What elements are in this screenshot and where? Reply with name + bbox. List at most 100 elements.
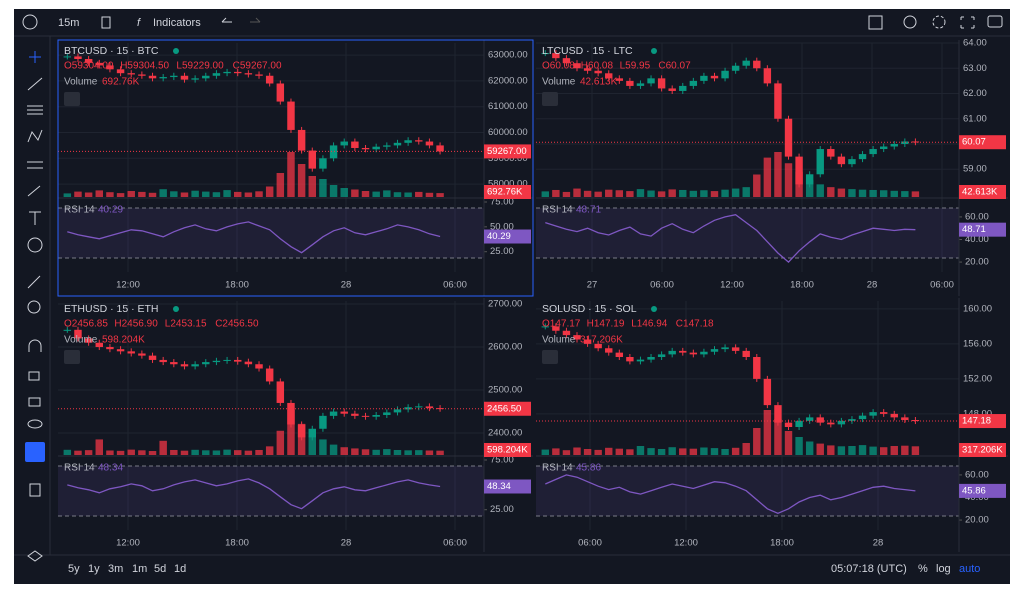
lock-draw-tool[interactable]	[28, 371, 40, 381]
candle	[63, 329, 72, 331]
volume-bar	[74, 450, 82, 455]
log-toggle[interactable]: log	[936, 563, 951, 575]
volume-label: Volume	[64, 335, 98, 346]
y-tick-label: 58000.00	[488, 179, 528, 190]
collapse-button[interactable]	[64, 92, 80, 106]
ohlc-value: H2456.90	[114, 319, 158, 330]
zoom-tool[interactable]	[27, 300, 41, 314]
symbol-title[interactable]: SOLUSD · 15 · SOL	[542, 303, 637, 315]
magnet-tool[interactable]	[28, 339, 42, 352]
volume-bar	[636, 446, 645, 455]
candle	[170, 75, 178, 78]
symbol-title[interactable]: LTCUSD · 15 · LTC	[542, 45, 633, 57]
rsi-axis-label: 45.86	[962, 485, 986, 496]
hide-tool[interactable]	[27, 419, 43, 429]
rsi-line	[67, 478, 441, 510]
ohlc-value: C60.07	[658, 61, 691, 72]
snapshot-button[interactable]	[987, 15, 1003, 28]
trendline-tool[interactable]	[27, 77, 43, 91]
rsi-tick-label: 60.00	[965, 211, 989, 222]
volume-bar	[351, 189, 359, 197]
last-price-label: 59267.00	[487, 146, 527, 157]
collapse-button[interactable]	[542, 350, 558, 364]
rsi-line	[67, 221, 441, 254]
ohlc-value: H147.19	[587, 319, 625, 330]
volume-bar	[700, 190, 708, 197]
object-tree-button[interactable]	[27, 550, 43, 562]
symbol-title[interactable]: ETHUSD · 15 · ETH	[64, 303, 159, 315]
candle	[710, 75, 719, 79]
symbol-title[interactable]: BTCUSD · 15 · BTC	[64, 45, 159, 57]
layout-button[interactable]	[868, 15, 883, 30]
rsi-band	[58, 208, 484, 258]
lock-tool[interactable]	[28, 397, 41, 407]
chart-panel[interactable]: 12:0018:002806:0058000.0059000.0060000.0…	[57, 39, 534, 297]
range-button[interactable]: 1d	[174, 563, 186, 575]
volume-bar	[594, 449, 602, 455]
text-tool[interactable]	[29, 211, 41, 225]
volume-bar	[615, 190, 624, 197]
volume-bar	[372, 191, 380, 197]
volume-bar	[668, 189, 676, 197]
percent-toggle[interactable]: %	[918, 563, 928, 575]
candle	[869, 149, 877, 155]
candle	[393, 409, 402, 413]
candle	[890, 413, 898, 418]
measure-tool[interactable]	[27, 275, 41, 289]
volume-bar	[869, 189, 877, 197]
candle	[127, 73, 135, 75]
fullscreen-button[interactable]	[960, 16, 975, 29]
brush-tool[interactable]	[27, 185, 41, 197]
auto-toggle[interactable]: auto	[959, 563, 980, 575]
range-button[interactable]: 1m	[132, 563, 147, 575]
range-button[interactable]: 3m	[108, 563, 123, 575]
crosshair-tool[interactable]	[29, 51, 41, 63]
candle	[361, 415, 370, 417]
undo-button[interactable]	[221, 17, 232, 23]
x-tick-label: 28	[341, 280, 352, 291]
rsi-value-box	[959, 222, 1006, 237]
y-tick-label: 62.00	[963, 88, 987, 99]
icon-tool[interactable]	[27, 237, 43, 253]
range-button[interactable]: 5y	[68, 563, 80, 575]
candle	[276, 83, 285, 102]
ohlc-value: L59.95	[620, 61, 651, 72]
add-symbol-button[interactable]	[22, 14, 38, 30]
collapse-button[interactable]	[542, 92, 558, 106]
volume-bar	[562, 450, 571, 455]
chart-panel[interactable]: 12:00 18:00 28 06:00 2400.00 2500.00 2600.00 27…	[58, 298, 533, 552]
indicators-button[interactable]: Indicators	[153, 17, 201, 29]
volume-bar	[774, 152, 782, 197]
chart-type-button[interactable]	[101, 16, 111, 29]
collapse-button[interactable]	[64, 350, 80, 364]
volume-bar	[191, 190, 199, 197]
interval-button[interactable]: 15m	[58, 17, 79, 29]
alert-button[interactable]	[903, 15, 917, 29]
range-button[interactable]: 5d	[154, 563, 166, 575]
volume-bar	[679, 448, 687, 455]
sync-tool[interactable]	[25, 442, 45, 462]
pattern-tool[interactable]	[27, 129, 43, 143]
candle	[827, 422, 835, 425]
volume-bar	[170, 191, 178, 197]
candle	[351, 141, 359, 148]
status-dot	[173, 48, 179, 54]
fib-tool[interactable]	[27, 105, 43, 115]
volume-bar	[127, 191, 135, 197]
candle	[657, 78, 666, 89]
candle	[212, 360, 221, 363]
rsi-axis-label: 48.34	[487, 481, 511, 492]
chart-panel[interactable]: 06:00 12:00 18:00 28 148.00 152.00 156.00 160.0…	[536, 298, 1008, 552]
settings-button[interactable]	[932, 15, 946, 29]
range-button[interactable]: 1y	[88, 563, 100, 575]
chart-panel[interactable]: 27 06:00 12:00 18:00 28 06:00 59.00 60.00 61.00 6…	[536, 38, 1008, 296]
rsi-line	[545, 214, 916, 263]
ohlc-value: L2453.15	[165, 319, 207, 330]
x-tick-label: 06:00	[578, 538, 602, 549]
redo-button[interactable]	[250, 17, 261, 23]
last-price-box	[484, 401, 531, 416]
prediction-tool[interactable]	[27, 161, 43, 169]
rsi-tick-label: 75.00	[490, 455, 514, 466]
rsi-tick-label: 20.00	[965, 257, 989, 268]
delete-tool[interactable]	[29, 483, 41, 497]
